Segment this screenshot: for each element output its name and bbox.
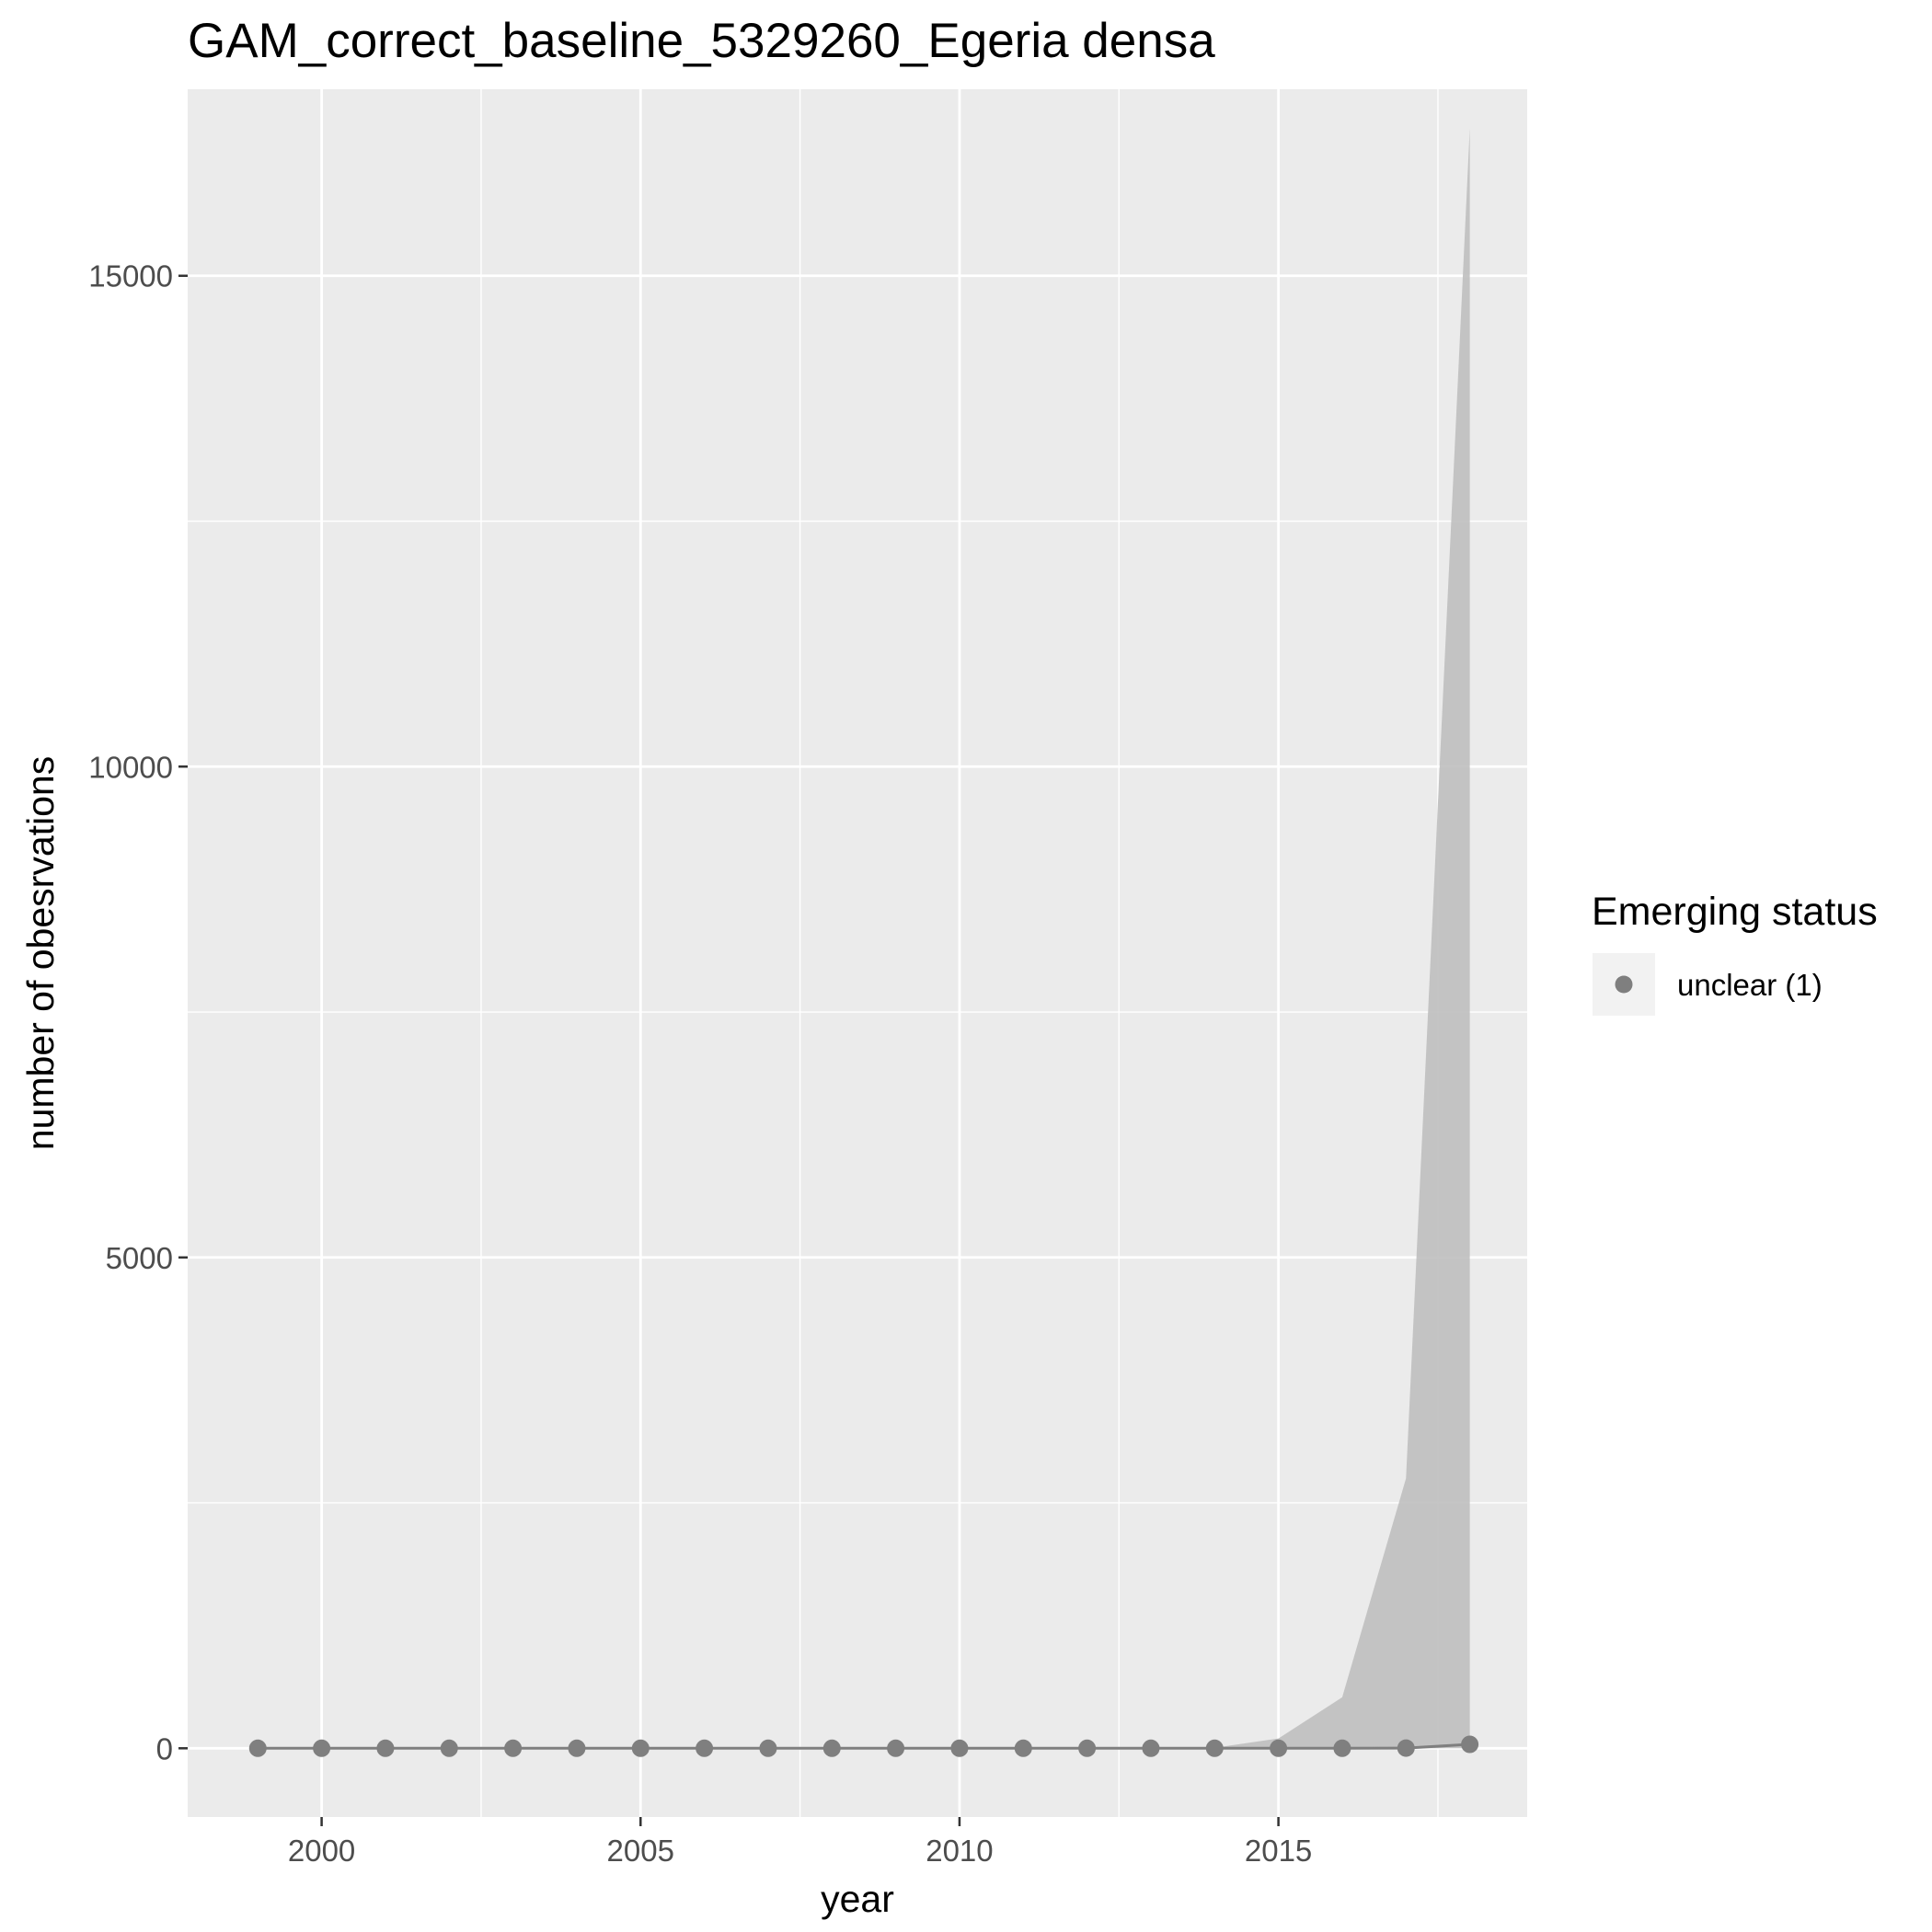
data-point: [822, 1739, 841, 1757]
data-point: [1461, 1735, 1479, 1754]
data-point: [696, 1739, 714, 1757]
data-point: [759, 1739, 777, 1757]
legend: Emerging status unclear (1): [1592, 890, 1878, 1016]
y-axis: 0 5000 10000 15000: [88, 259, 188, 1765]
plot-panel: [188, 89, 1527, 1817]
x-axis: 2000 2005 2010 2015: [288, 1817, 1312, 1868]
y-axis-title: number of obesrvations: [19, 756, 62, 1150]
data-point: [950, 1739, 969, 1757]
data-point: [887, 1739, 905, 1757]
series-line: [258, 1742, 1470, 1750]
y-tick-label: 15000: [88, 259, 173, 293]
y-tick-label: 0: [156, 1731, 173, 1765]
data-point: [1397, 1739, 1415, 1757]
data-point: [1142, 1739, 1160, 1757]
x-axis-title: year: [821, 1878, 894, 1920]
x-tick-label: 2005: [607, 1834, 674, 1868]
x-tick-label: 2015: [1245, 1834, 1312, 1868]
x-tick-label: 2010: [926, 1834, 993, 1868]
y-tick-label: 10000: [88, 750, 173, 784]
data-point: [1078, 1739, 1097, 1757]
data-point: [1270, 1739, 1288, 1757]
data-point: [376, 1739, 395, 1757]
legend-label: unclear (1): [1677, 968, 1823, 1002]
legend-marker: [1615, 975, 1633, 994]
x-tick-label: 2000: [288, 1834, 355, 1868]
data-point: [313, 1739, 331, 1757]
data-point: [248, 1739, 267, 1757]
data-point: [631, 1739, 650, 1757]
data-point: [440, 1739, 458, 1757]
y-tick-label: 5000: [106, 1241, 173, 1275]
panel-background: [188, 89, 1527, 1817]
data-point: [1014, 1739, 1032, 1757]
chart-title: GAM_correct_baseline_5329260_Egeria dens…: [188, 14, 1215, 68]
data-point: [1333, 1739, 1351, 1757]
legend-title: Emerging status: [1592, 890, 1878, 934]
data-point: [504, 1739, 523, 1757]
data-point: [568, 1739, 586, 1757]
data-point: [1205, 1739, 1224, 1757]
